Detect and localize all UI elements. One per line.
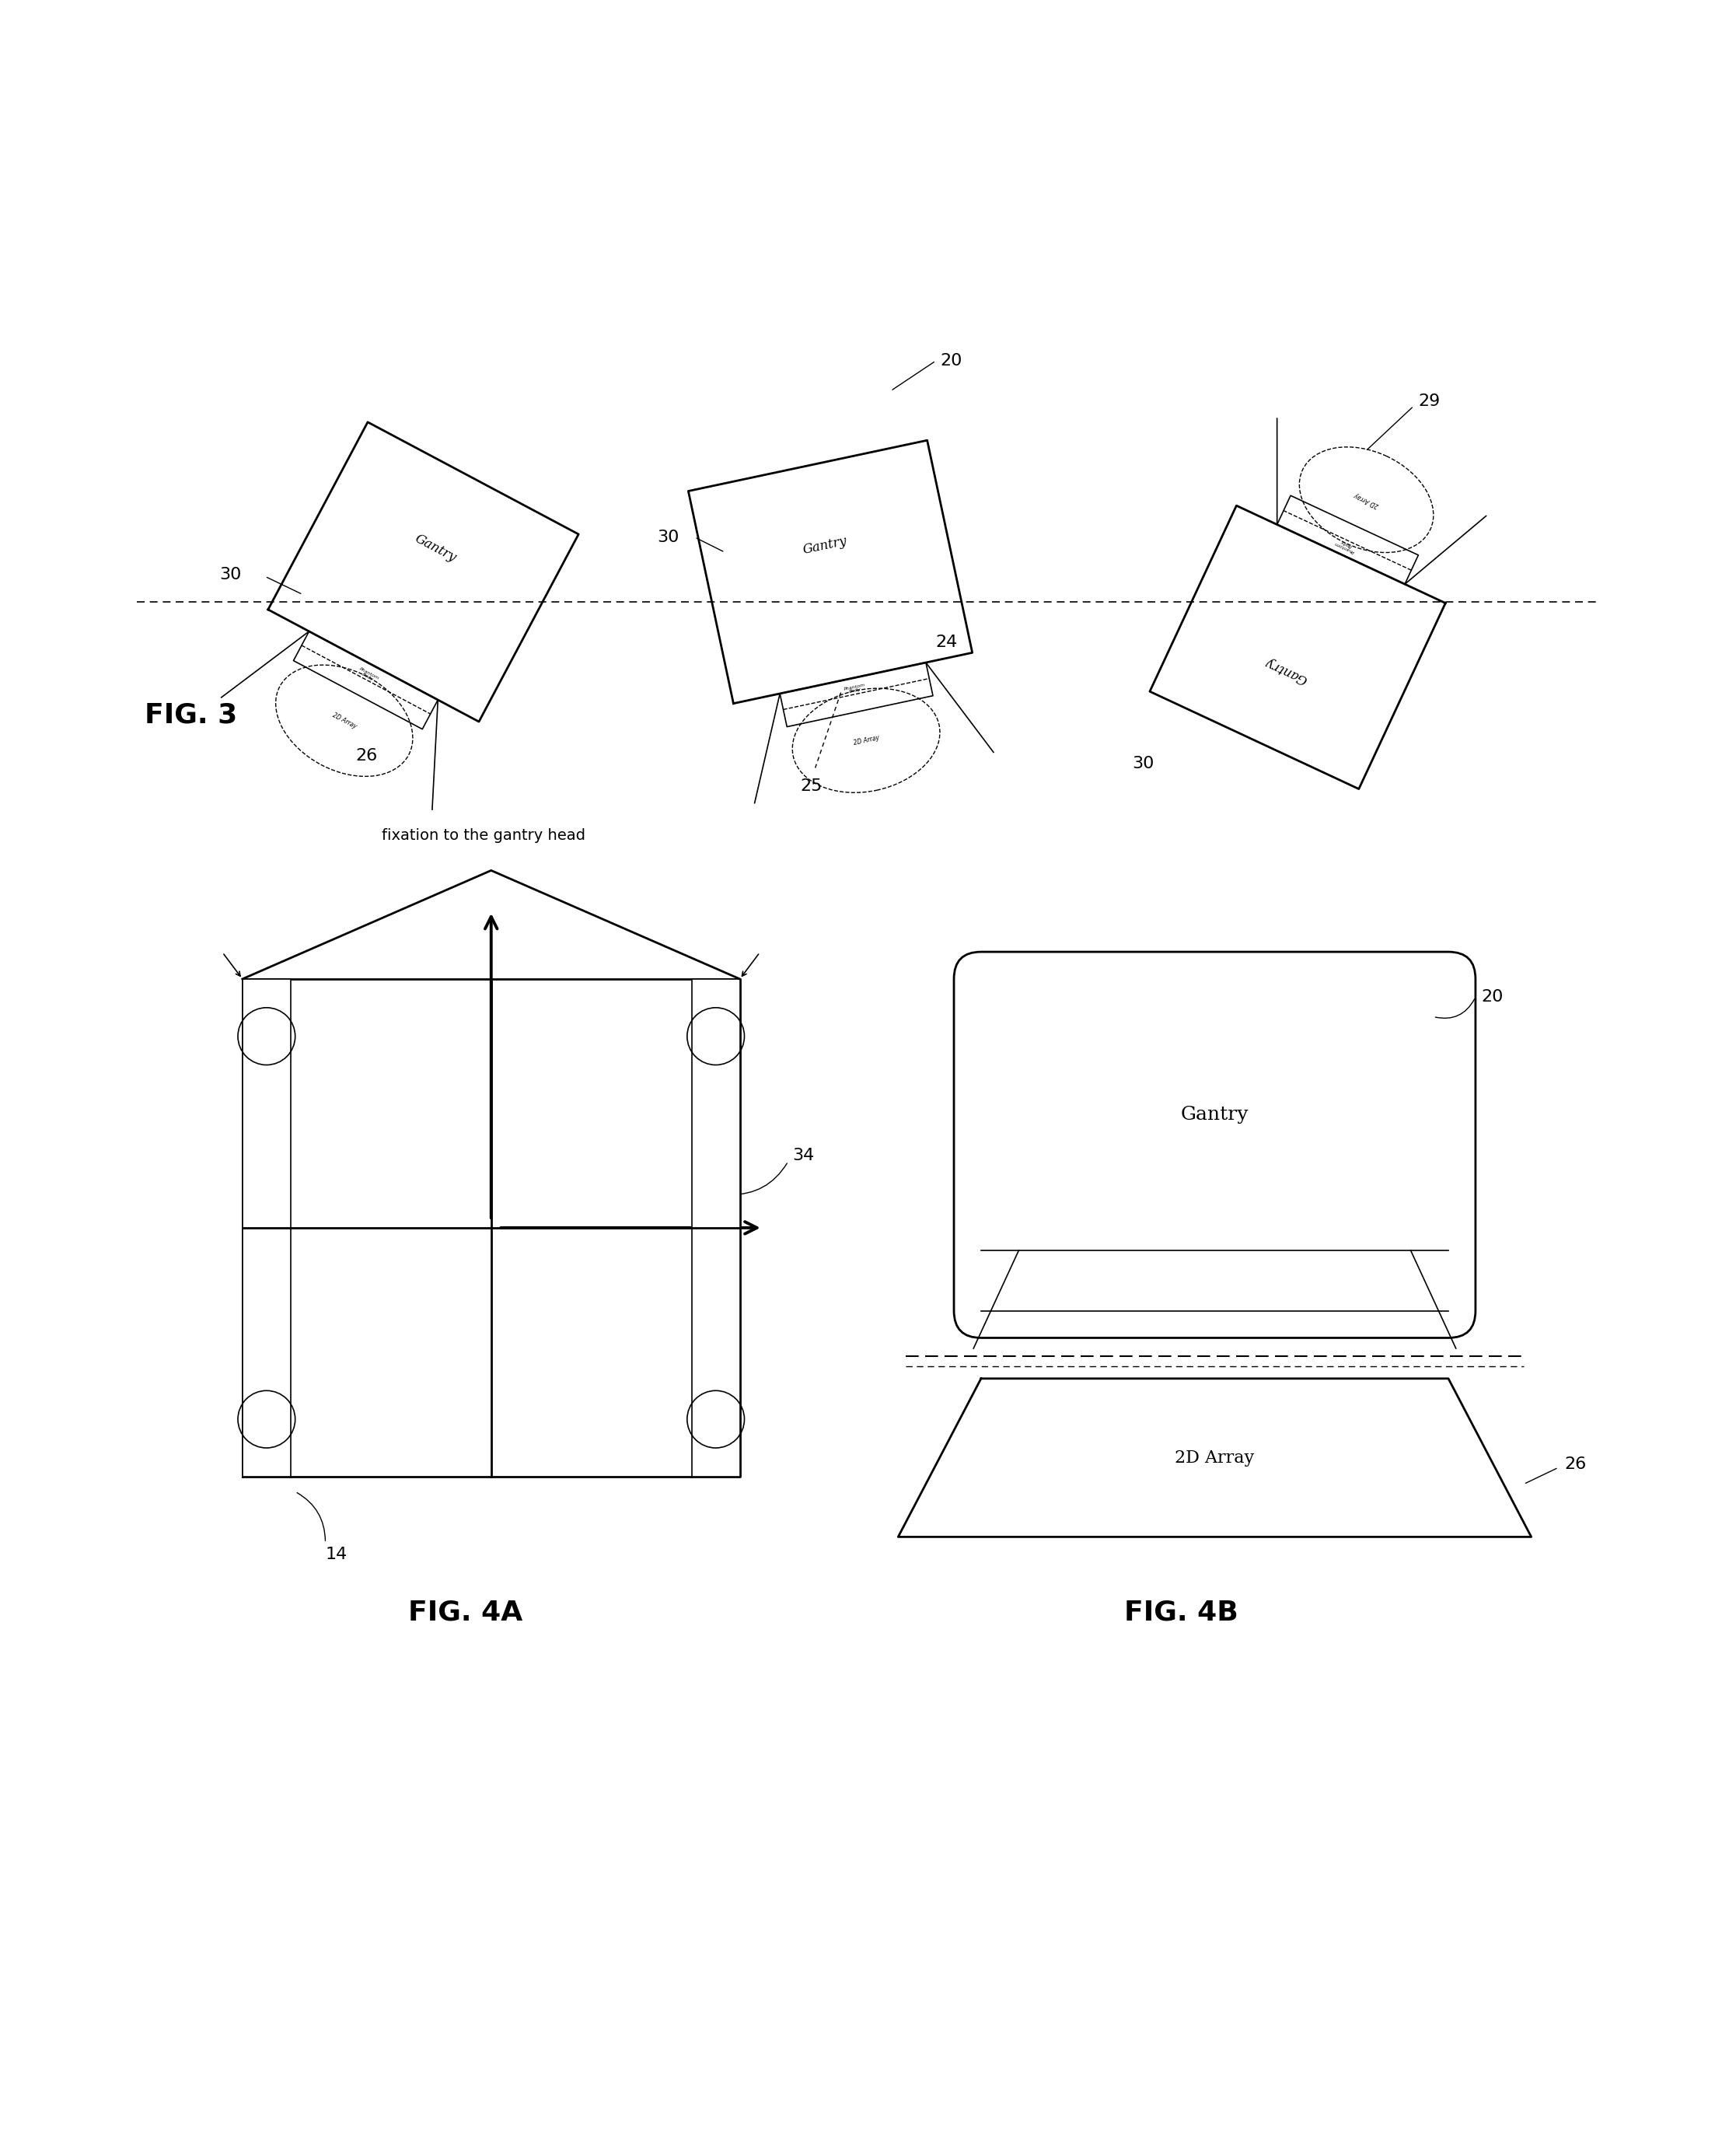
Text: FIG. 4B: FIG. 4B	[1125, 1598, 1238, 1626]
Text: 2D Array: 2D Array	[852, 735, 880, 747]
Text: 30: 30	[220, 567, 241, 582]
Text: fixation to the gantry head: fixation to the gantry head	[382, 829, 585, 842]
Text: 34: 34	[793, 1148, 814, 1163]
Text: 30: 30	[1132, 756, 1154, 771]
Bar	[243, 978, 290, 1478]
Text: 26: 26	[356, 747, 377, 763]
Text: Gantry: Gantry	[413, 532, 458, 564]
Text: 24: 24	[936, 635, 958, 651]
Text: 25: 25	[800, 778, 823, 793]
Text: Gantry: Gantry	[1180, 1105, 1248, 1124]
Text: 20: 20	[1481, 989, 1503, 1004]
Text: FIG. 4A: FIG. 4A	[408, 1598, 523, 1626]
Text: 2D Array: 2D Array	[1352, 491, 1380, 508]
Text: 26: 26	[1564, 1456, 1587, 1471]
Text: 20: 20	[941, 353, 962, 368]
Text: 2D Array: 2D Array	[332, 711, 358, 730]
Text: Phantom
Body: Phantom Body	[844, 683, 866, 696]
Text: 30: 30	[656, 530, 679, 545]
Text: 14: 14	[325, 1547, 347, 1562]
Bar	[691, 978, 740, 1478]
Text: 2D Array: 2D Array	[1175, 1450, 1255, 1467]
Text: Phantom
Body: Phantom Body	[358, 666, 380, 683]
Text: 29: 29	[1418, 394, 1441, 409]
Text: Gantry: Gantry	[1264, 655, 1311, 685]
Text: Gantry: Gantry	[802, 534, 849, 556]
Text: Phantom
Body: Phantom Body	[1333, 536, 1358, 554]
Text: FIG. 3: FIG. 3	[144, 702, 238, 728]
